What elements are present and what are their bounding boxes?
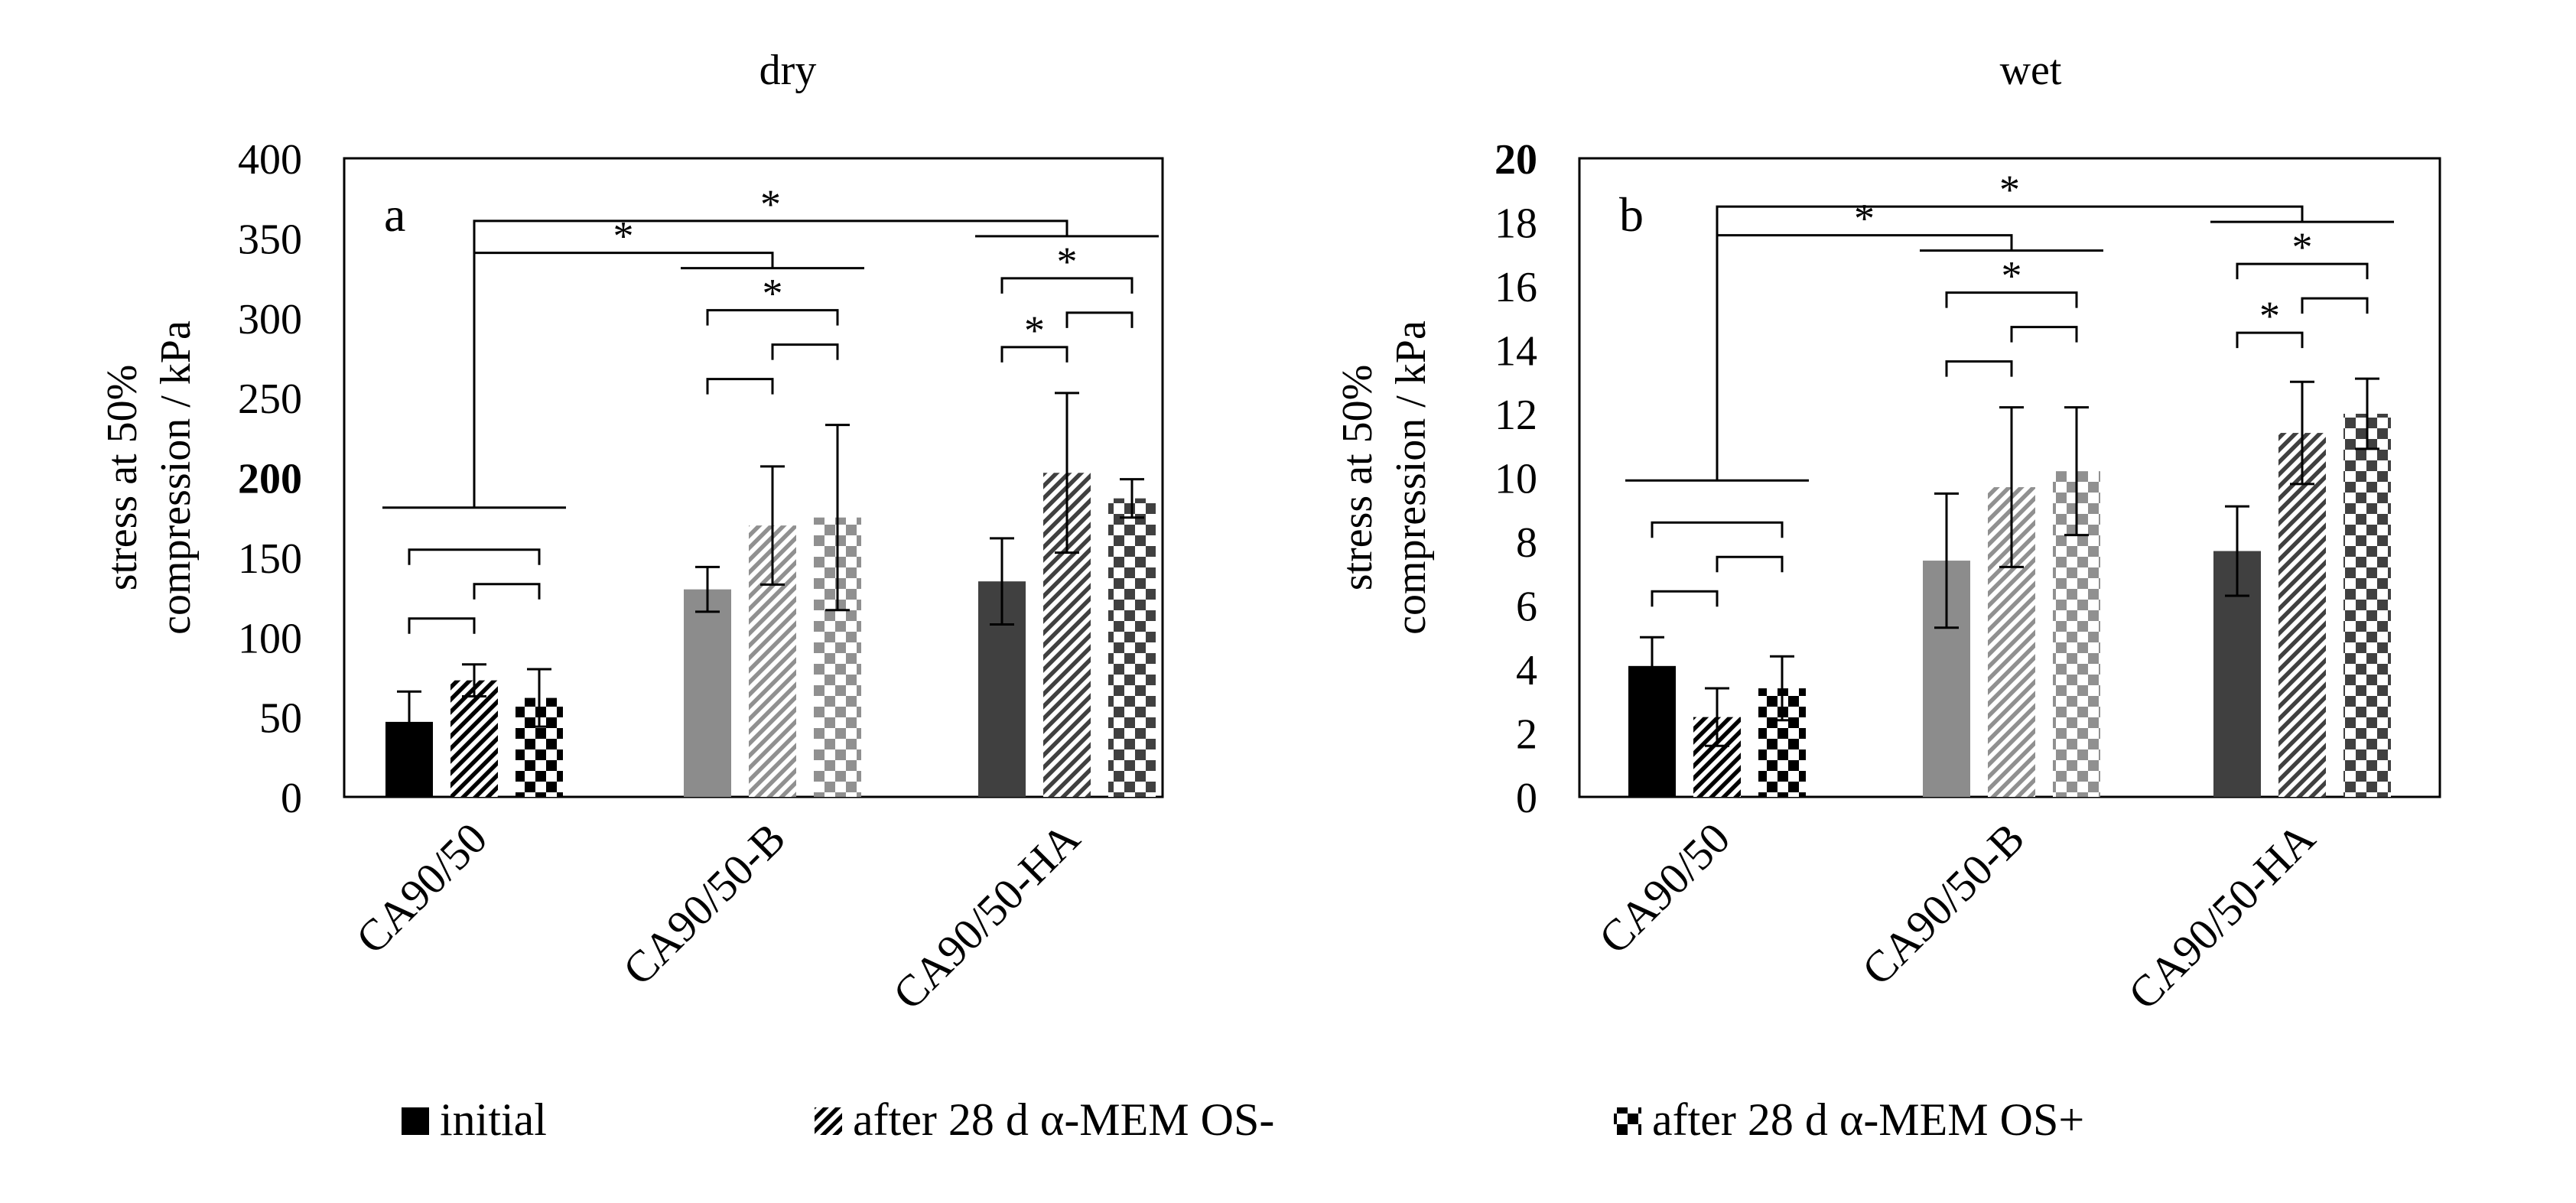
x-category-label: CA90/50-B [1852,813,2034,994]
chart-panel-b: wet b 0 2 4 6 8 10 12 14 16 18 20 stress at 50% compre… [1334,47,2441,1019]
significance-bracket [2010,326,2078,343]
legend-item-os-plus: after 28 d α-MEM OS+ [1614,1094,2084,1145]
y-tick-label: 350 [238,216,302,263]
significance-star: * [2259,293,2280,339]
bar-ca90-50-ha-os-plus [2343,414,2391,797]
panel-letter: a [384,187,405,242]
significance-star: * [1057,239,1078,284]
significance-bracket [2236,262,2369,280]
y-tick-label: 12 [1495,392,1537,439]
legend: initial after 28 d α-MEM OS-after 28 d α-… [402,1094,2084,1145]
significance-star: * [2292,224,2313,270]
y-tick-label: 16 [1495,264,1537,311]
y-axis-label-line2: compression / kPa [152,320,200,635]
y-tick-label: 200 [238,456,302,503]
bar-ca90-50-ha-os-plus [1108,498,1156,797]
significance-star: * [1024,307,1045,353]
legend-label: after 28 d α-MEM OS+ [1652,1094,2084,1145]
significance-bracket [1651,590,1719,607]
legend-item-os-minus: after 28 d α-MEM OS- [815,1094,1274,1145]
y-tick-label: 0 [1516,775,1537,822]
legend-swatch [402,1107,429,1135]
chart-title: wet [2000,47,2062,94]
y-axis-label-line1: stress at 50% [99,365,146,591]
y-tick-label: 250 [238,376,302,423]
legend-label: initial [440,1094,547,1145]
significance-bracket [408,548,541,565]
significance-star: * [1854,196,1875,242]
y-tick-label: 6 [1516,584,1537,631]
significance-bracket [1945,360,2013,377]
x-category-label: CA90/50-HA [883,813,1089,1019]
y-tick-label: 8 [1516,519,1537,567]
significance-bracket [1651,521,1784,538]
y-tick-label: 2 [1516,711,1537,759]
significance-bracket [1000,277,1134,294]
legend-swatch [1614,1107,1641,1135]
panel-letter: b [1619,187,1644,242]
legend-swatch [815,1107,842,1135]
y-tick-label: 100 [238,615,302,662]
significance-bracket [1945,291,2078,308]
x-category-label: CA90/50 [1589,813,1739,963]
significance-bracket [706,309,839,326]
significance-star: * [760,181,781,227]
significance-bracket [1716,555,1784,573]
y-tick-label: 0 [281,775,302,822]
bar-ca90-50-b-initial [684,589,731,797]
y-tick-label: 10 [1495,456,1537,503]
legend-item-initial: initial [402,1094,547,1145]
bar-ca90-50-ha-os-minus [2278,433,2326,797]
x-category-label: CA90/50-B [613,813,795,994]
significance-bracket [408,617,476,634]
y-axis-label-line2: compression / kPa [1387,320,1435,635]
significance-bracket [2236,331,2304,349]
y-tick-label: 18 [1495,200,1537,248]
y-tick-label: 400 [238,136,302,184]
legend-label: after 28 d α-MEM OS- [853,1094,1274,1145]
y-tick-label: 20 [1495,136,1537,184]
bar-ca90-50-os-minus [450,680,498,797]
y-tick-label: 50 [259,695,302,743]
y-tick-label: 14 [1495,328,1537,376]
chart-panel-a: dry a 0 50 100 150 200 250 300 350 400 stress at 50… [99,47,1164,1019]
significance-star: * [763,271,783,317]
significance-bracket [1716,234,2013,481]
chart-title: dry [759,47,817,94]
significance-star: * [2002,253,2022,299]
y-axis-label-line1: stress at 50% [1334,365,1381,591]
y-tick-label: 300 [238,296,302,343]
x-category-label: CA90/50 [346,813,496,963]
significance-bracket [473,219,1068,253]
significance-bracket [771,343,839,360]
x-category-label: CA90/50-HA [2119,813,2324,1019]
significance-bracket [473,583,541,600]
significance-bracket [1065,311,1134,328]
significance-bracket [1716,205,2304,236]
significance-bracket [2301,297,2369,314]
significance-bracket [473,252,774,508]
significance-bracket [1000,346,1068,363]
y-tick-label: 150 [238,535,302,583]
y-tick-label: 4 [1516,647,1537,694]
significance-bracket [706,378,774,395]
significance-star: * [1999,167,2020,213]
